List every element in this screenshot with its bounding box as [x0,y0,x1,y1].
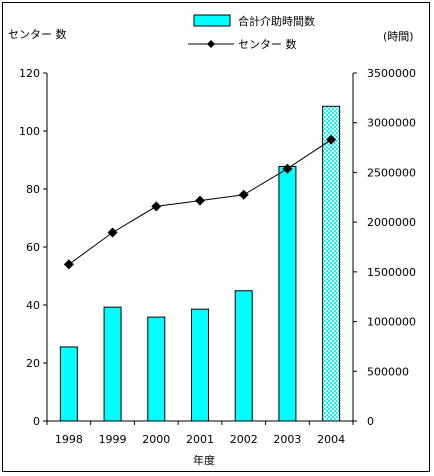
line-point [107,227,118,238]
x-tick-label: 2000 [142,433,170,446]
y-right-tick-label: 500000 [367,365,409,378]
x-tick-label: 1998 [55,433,83,446]
y-right-tick-label: 2500000 [367,166,416,179]
x-tick-label: 2004 [317,433,345,446]
line-point [195,195,205,206]
legend-bar-label: 合計介助時間数 [238,14,315,28]
bar [322,105,341,422]
x-tick-label: 2001 [186,433,214,446]
line-point [63,259,74,270]
line-point [282,163,293,174]
legend: 合計介助時間数 センター 数 [188,14,315,51]
y-left-axis-title: センター 数 [8,28,67,41]
legend-line-label: センター 数 [238,38,297,51]
y-right-tick-label: 0 [367,415,374,428]
bar-series [59,105,341,422]
y-left-tick-label: 80 [26,183,40,196]
y-right-axis-title: (時間) [383,30,414,43]
y-left-tick-label: 20 [26,357,40,370]
bar [147,316,166,422]
line-point [151,201,162,212]
axes: 0 20 40 60 80 100 120 0 500000 1000000 1500000 2000… [19,67,416,446]
x-axis-title: 年度 [193,453,215,467]
x-tick-label: 2002 [230,433,258,446]
bar [103,306,122,422]
x-tick-label: 1999 [99,433,127,446]
y-right-tick-label: 1500000 [367,266,416,279]
y-left-tick-label: 40 [26,299,40,312]
line-series [63,134,337,270]
bar [234,290,253,422]
bar [191,308,209,422]
y-left-tick-label: 60 [26,241,40,254]
y-left-tick-label: 0 [33,415,40,428]
bar [278,165,297,422]
y-right-tick-label: 2000000 [367,216,416,229]
x-tick-label: 2003 [273,433,301,446]
legend-line-marker [207,40,215,48]
line-point [238,189,249,200]
y-left-tick-label: 100 [19,125,40,138]
y-right-tick-label: 3000000 [367,117,416,130]
y-right-tick-label: 1000000 [367,316,416,329]
legend-bar-swatch [193,14,231,27]
y-right-tick-label: 3500000 [367,67,416,80]
bar [59,346,78,422]
line-point [326,134,337,145]
y-left-tick-label: 120 [19,67,40,80]
